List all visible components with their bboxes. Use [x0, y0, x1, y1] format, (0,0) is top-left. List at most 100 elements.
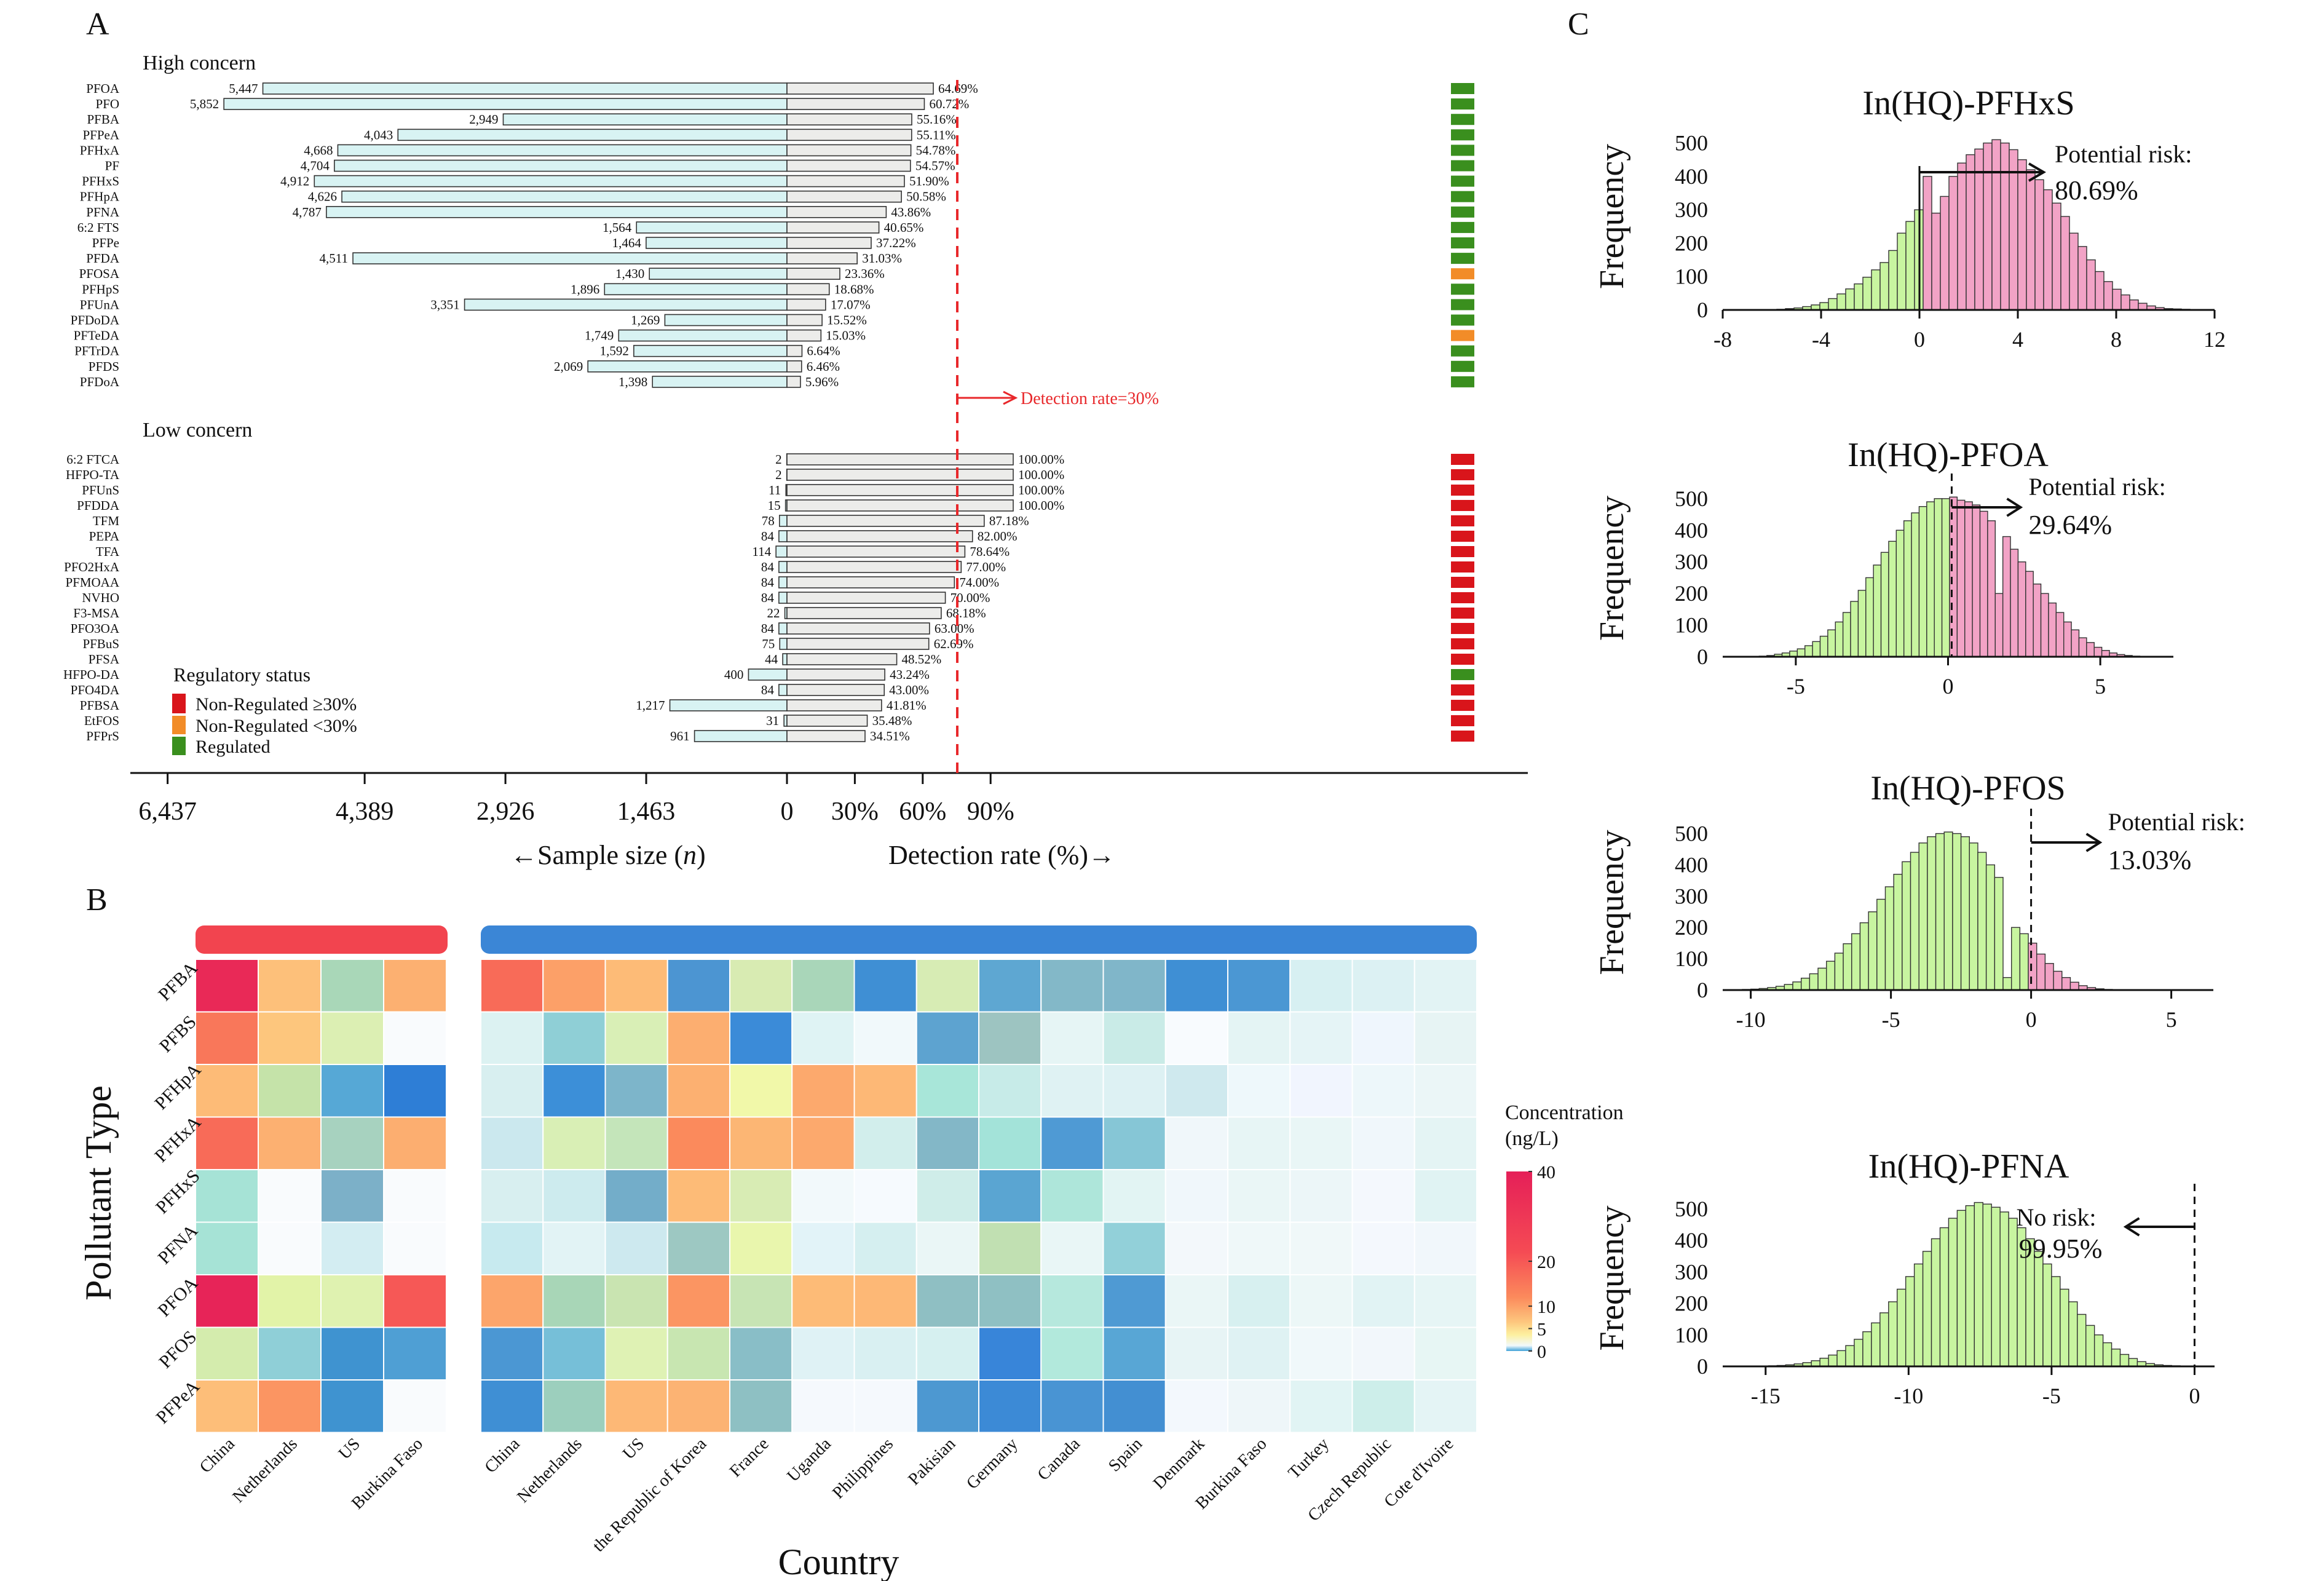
histogram-bar: [2048, 602, 2057, 657]
histogram-bar: [1835, 621, 1844, 657]
heatmap-cell: [542, 1064, 606, 1118]
histogram-bar: [1939, 1227, 1950, 1367]
status-marker: [1451, 577, 1474, 588]
sample-size-bar: [502, 113, 788, 125]
histogram-bar: [1943, 831, 1953, 991]
heatmap-col-label: Spain: [1105, 1435, 1146, 1476]
sample-size-bar: [779, 638, 788, 650]
histogram-bar: [1956, 499, 1966, 657]
panel-label-b: B: [86, 882, 108, 917]
detection-rate-bar: [786, 607, 942, 619]
histogram-bar: [2053, 970, 2063, 991]
group-title-low: Low concern: [143, 419, 252, 442]
histogram-bar: [1862, 277, 1872, 311]
heatmap-row-label: PFBA: [154, 958, 202, 1005]
detection-rate-bar: [786, 592, 946, 604]
heatmap-cell: [978, 1116, 1042, 1170]
heatmap-cell: [195, 1169, 259, 1223]
status-marker: [1451, 515, 1474, 526]
detection-rate-bar: [786, 484, 1014, 496]
histogram-bar: [2055, 612, 2065, 657]
heatmap-cell: [729, 1326, 793, 1381]
heatmap-cell: [666, 959, 730, 1013]
histogram-bar: [1873, 565, 1882, 657]
heatmap-cell: [542, 959, 606, 1013]
axis-tick-label: 30%: [831, 798, 879, 826]
histogram-bar: [2093, 646, 2103, 657]
histogram-x-tick-label: -10: [1736, 1007, 1766, 1032]
heatmap-cell: [1040, 1064, 1104, 1118]
heatmap-cell: [1227, 959, 1291, 1013]
risk-label: No risk:: [2016, 1203, 2096, 1231]
status-marker: [1451, 531, 1474, 542]
heatmap-col-label: US: [335, 1435, 364, 1464]
histogram-y-tick-label: 300: [1675, 1259, 1708, 1284]
sample-size-label: 3,351: [430, 297, 459, 312]
histogram-bar: [2010, 927, 2021, 991]
heatmap-cell: [1040, 1326, 1104, 1381]
heatmap-cell: [320, 1011, 384, 1065]
heatmap-cell: [542, 1116, 606, 1170]
status-marker: [1451, 485, 1474, 496]
histogram-bar: [1923, 176, 1932, 311]
risk-arrow-head: [2085, 833, 2103, 852]
histogram-bar: [1948, 176, 1958, 311]
heatmap-cell: [1102, 1064, 1166, 1118]
row-label: HFPO-TA: [66, 467, 120, 482]
row-label: PFDDA: [77, 498, 120, 513]
colorbar-title-2: (ng/L): [1505, 1127, 1559, 1150]
heatmap-cell: [383, 959, 447, 1013]
heatmap-cell: [978, 1326, 1042, 1381]
legend-label-nonreg-low: Non-Regulated <30%: [196, 716, 357, 736]
histogram-ylabel: Frequency: [1593, 830, 1631, 975]
sample-size-bar: [262, 82, 788, 95]
axis-tick-label: 4,389: [336, 798, 394, 826]
row-label: PFSA: [89, 652, 120, 667]
histogram-x-tick-label: 0: [1943, 674, 1954, 699]
heatmap-cell: [791, 1221, 855, 1275]
histogram-bar: [1836, 293, 1846, 311]
detection-rate-bar: [786, 252, 858, 264]
heatmap-cell: [258, 1379, 322, 1433]
histogram-bar: [1854, 283, 1864, 311]
detection-rate-label: 55.11%: [917, 127, 956, 142]
heatmap-cell: [915, 1379, 979, 1433]
heatmap-xlabel: Country: [778, 1542, 899, 1581]
heatmap-col-label: Uganda: [783, 1434, 835, 1486]
heatmap-cell: [604, 1064, 668, 1118]
heatmap-cell: [320, 1274, 384, 1328]
histogram-bar: [2103, 281, 2113, 311]
heatmap-cell: [666, 1326, 730, 1381]
histogram-x-tick-label: -5: [1787, 674, 1805, 699]
risk-value: 99.95%: [2019, 1234, 2103, 1264]
detection-rate-bar: [786, 98, 925, 110]
heatmap-cell: [258, 1326, 322, 1381]
row-label: TFA: [96, 544, 120, 559]
legend-title: Regulatory status: [173, 664, 310, 686]
histogram-bar: [2138, 303, 2148, 311]
sample-size-label: 84: [761, 560, 775, 574]
heatmap-col-label: China: [196, 1434, 239, 1477]
row-label: PFBuS: [82, 636, 119, 651]
heatmap-cell: [195, 1274, 259, 1328]
histogram-bar: [1966, 154, 1975, 311]
heatmap-cell: [195, 1221, 259, 1275]
histogram-bar: [1982, 1203, 1992, 1367]
heatmap-cell: [480, 1379, 544, 1433]
sample-size-bar: [778, 561, 788, 573]
histogram-y-tick-label: 100: [1675, 613, 1708, 638]
sample-size-label: 22: [767, 606, 780, 620]
status-marker: [1451, 314, 1474, 326]
histogram-bar: [1994, 593, 2004, 657]
heatmap-cell: [1227, 1064, 1291, 1118]
histogram-bar: [2019, 933, 2029, 991]
group-bar-countries: [481, 925, 1477, 954]
row-label: PFHpA: [80, 189, 120, 204]
sample-size-label: 4,704: [301, 159, 330, 173]
status-marker: [1451, 623, 1474, 634]
histogram-bar: [2028, 942, 2037, 991]
detection-rate-bar: [786, 530, 973, 542]
status-marker: [1451, 376, 1474, 387]
heatmap-cells: [195, 959, 1477, 1433]
